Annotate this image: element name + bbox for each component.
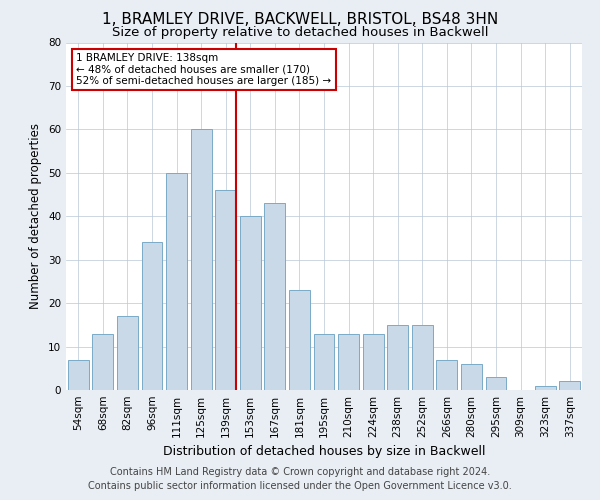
Y-axis label: Number of detached properties: Number of detached properties xyxy=(29,123,43,309)
Bar xyxy=(289,290,310,390)
Bar xyxy=(338,334,359,390)
Text: 1 BRAMLEY DRIVE: 138sqm
← 48% of detached houses are smaller (170)
52% of semi-d: 1 BRAMLEY DRIVE: 138sqm ← 48% of detache… xyxy=(76,53,331,86)
Bar xyxy=(362,334,383,390)
Bar xyxy=(142,242,163,390)
Bar xyxy=(461,364,482,390)
Bar xyxy=(412,325,433,390)
Bar xyxy=(535,386,556,390)
Bar xyxy=(387,325,408,390)
Bar xyxy=(191,130,212,390)
Bar xyxy=(240,216,261,390)
Bar xyxy=(215,190,236,390)
Bar xyxy=(68,360,89,390)
Text: 1, BRAMLEY DRIVE, BACKWELL, BRISTOL, BS48 3HN: 1, BRAMLEY DRIVE, BACKWELL, BRISTOL, BS4… xyxy=(102,12,498,28)
Text: Size of property relative to detached houses in Backwell: Size of property relative to detached ho… xyxy=(112,26,488,39)
Text: Contains HM Land Registry data © Crown copyright and database right 2024.
Contai: Contains HM Land Registry data © Crown c… xyxy=(88,467,512,491)
Bar xyxy=(92,334,113,390)
Bar xyxy=(314,334,334,390)
Bar xyxy=(436,360,457,390)
Bar xyxy=(559,382,580,390)
Bar xyxy=(485,377,506,390)
Bar xyxy=(166,173,187,390)
Bar xyxy=(265,203,286,390)
X-axis label: Distribution of detached houses by size in Backwell: Distribution of detached houses by size … xyxy=(163,446,485,458)
Bar xyxy=(117,316,138,390)
